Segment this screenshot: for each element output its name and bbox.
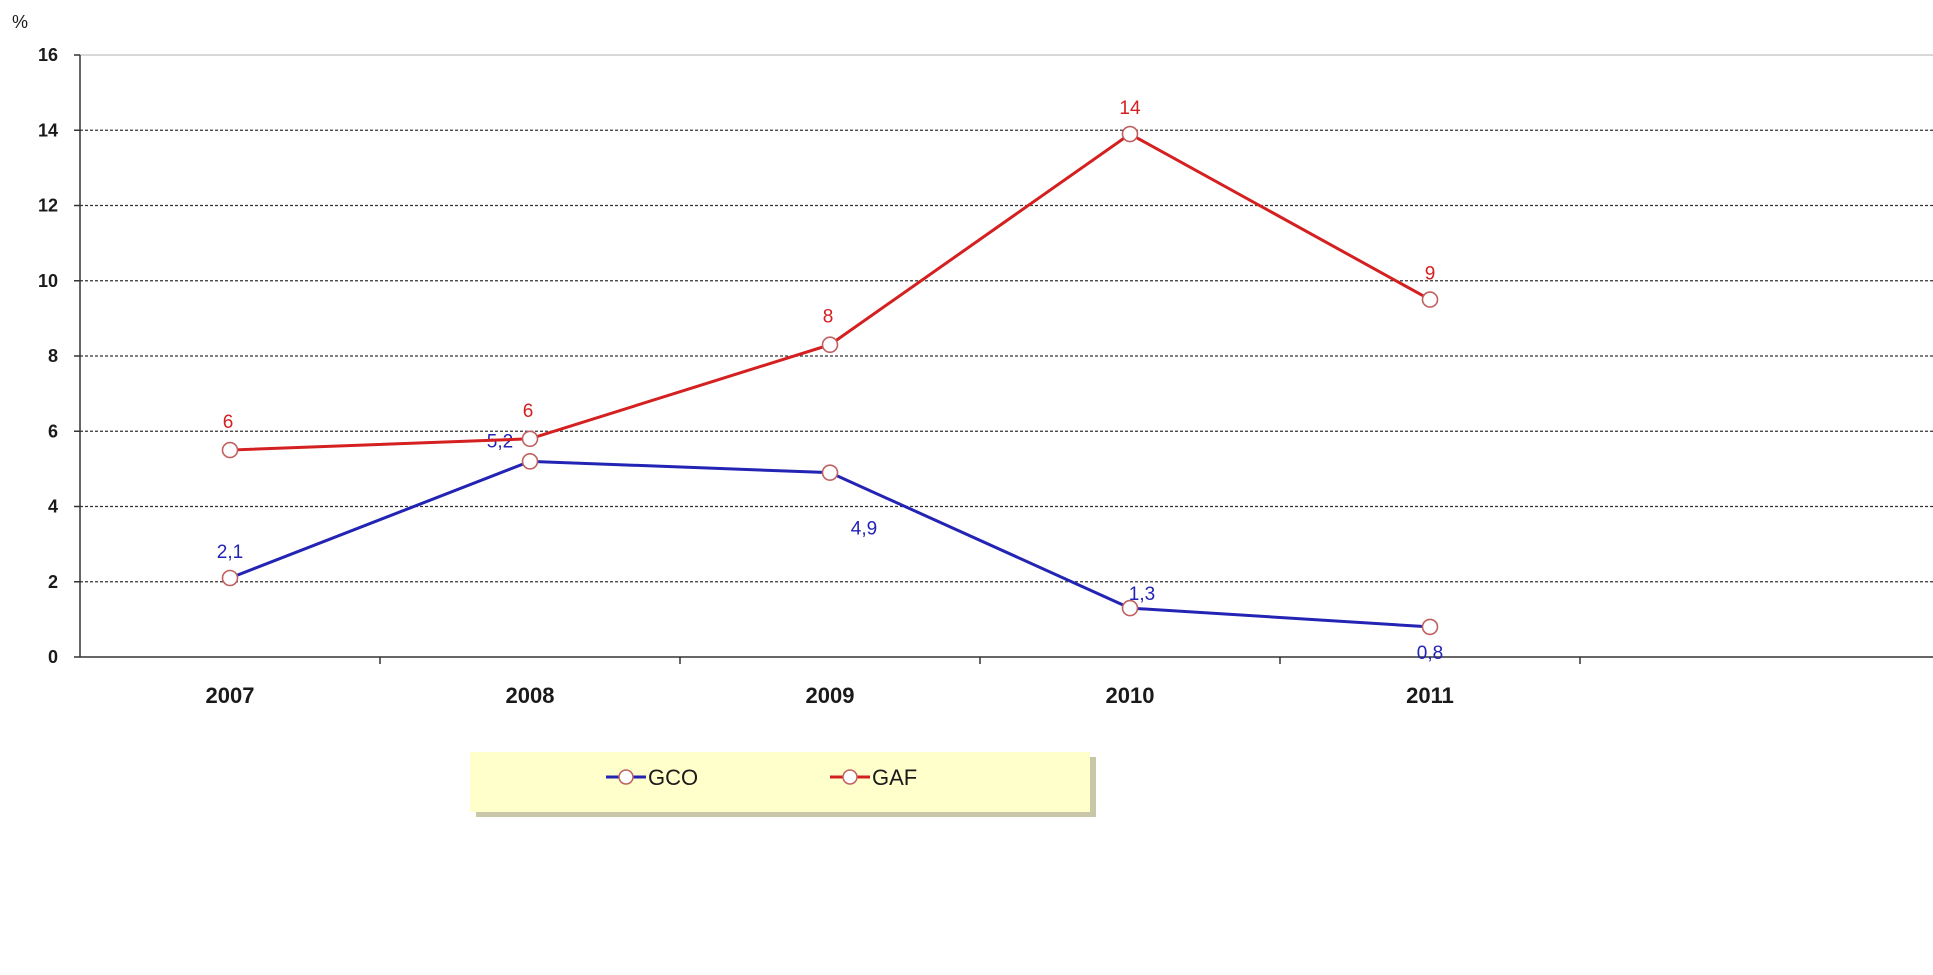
x-tick-label: 2009 bbox=[806, 683, 855, 708]
data-point bbox=[1121, 599, 1139, 617]
y-tick-label: 14 bbox=[38, 120, 58, 140]
data-point bbox=[821, 336, 839, 354]
data-label: 6 bbox=[223, 412, 234, 433]
legend-label: GCO bbox=[648, 765, 698, 790]
y-axis-label: % bbox=[12, 12, 28, 32]
grid-lines bbox=[80, 54, 1933, 583]
data-label: 1,3 bbox=[1129, 584, 1155, 605]
legend-swatch-marker bbox=[842, 769, 858, 785]
data-point bbox=[1121, 125, 1139, 143]
legend: GCO GAF bbox=[470, 752, 1096, 817]
data-point bbox=[521, 430, 539, 448]
data-label: 9 bbox=[1425, 264, 1436, 285]
data-label: 4,9 bbox=[851, 519, 877, 540]
series-line bbox=[229, 459, 1431, 629]
x-tick-label: 2008 bbox=[506, 683, 555, 708]
data-label: 6 bbox=[523, 401, 534, 422]
legend-label: GAF bbox=[872, 765, 917, 790]
data-point bbox=[1421, 618, 1439, 636]
y-tick-label: 12 bbox=[38, 196, 58, 216]
series-line bbox=[229, 132, 1431, 452]
x-tick-label: 2010 bbox=[1106, 683, 1155, 708]
y-tick-label: 0 bbox=[48, 647, 58, 667]
series-gco: 2,1 5,2 4,9 1,3 0,8 bbox=[217, 431, 1443, 664]
x-tick-labels: 2007 2008 2009 2010 2011 bbox=[206, 683, 1454, 708]
data-point bbox=[821, 464, 839, 481]
y-tick-label: 6 bbox=[48, 421, 58, 441]
y-tick-label: 16 bbox=[38, 45, 58, 65]
x-tick-label: 2007 bbox=[206, 683, 255, 708]
data-point bbox=[221, 441, 239, 459]
y-tick-label: 10 bbox=[38, 271, 58, 291]
data-point bbox=[1421, 291, 1439, 308]
legend-box bbox=[470, 752, 1090, 812]
series-gaf: 6 6 8 14 9 bbox=[221, 98, 1439, 459]
data-point bbox=[521, 453, 539, 470]
axes bbox=[74, 54, 1933, 664]
y-tick-label: 4 bbox=[48, 497, 58, 517]
y-tick-label: 2 bbox=[48, 572, 58, 592]
legend-swatch-marker bbox=[618, 769, 634, 785]
data-label: 8 bbox=[823, 307, 834, 328]
x-tick-label: 2011 bbox=[1406, 683, 1454, 708]
data-label: 14 bbox=[1119, 98, 1141, 119]
y-tick-label: 8 bbox=[48, 346, 58, 366]
data-label: 5,2 bbox=[487, 431, 513, 452]
series-group: 2,1 5,2 4,9 1,3 0,8 6 6 8 14 9 bbox=[217, 98, 1443, 664]
data-point bbox=[221, 569, 239, 587]
data-label: 0,8 bbox=[1417, 643, 1443, 664]
data-label: 2,1 bbox=[217, 542, 243, 563]
y-tick-labels: 0 2 4 6 8 10 12 14 16 bbox=[38, 45, 58, 667]
